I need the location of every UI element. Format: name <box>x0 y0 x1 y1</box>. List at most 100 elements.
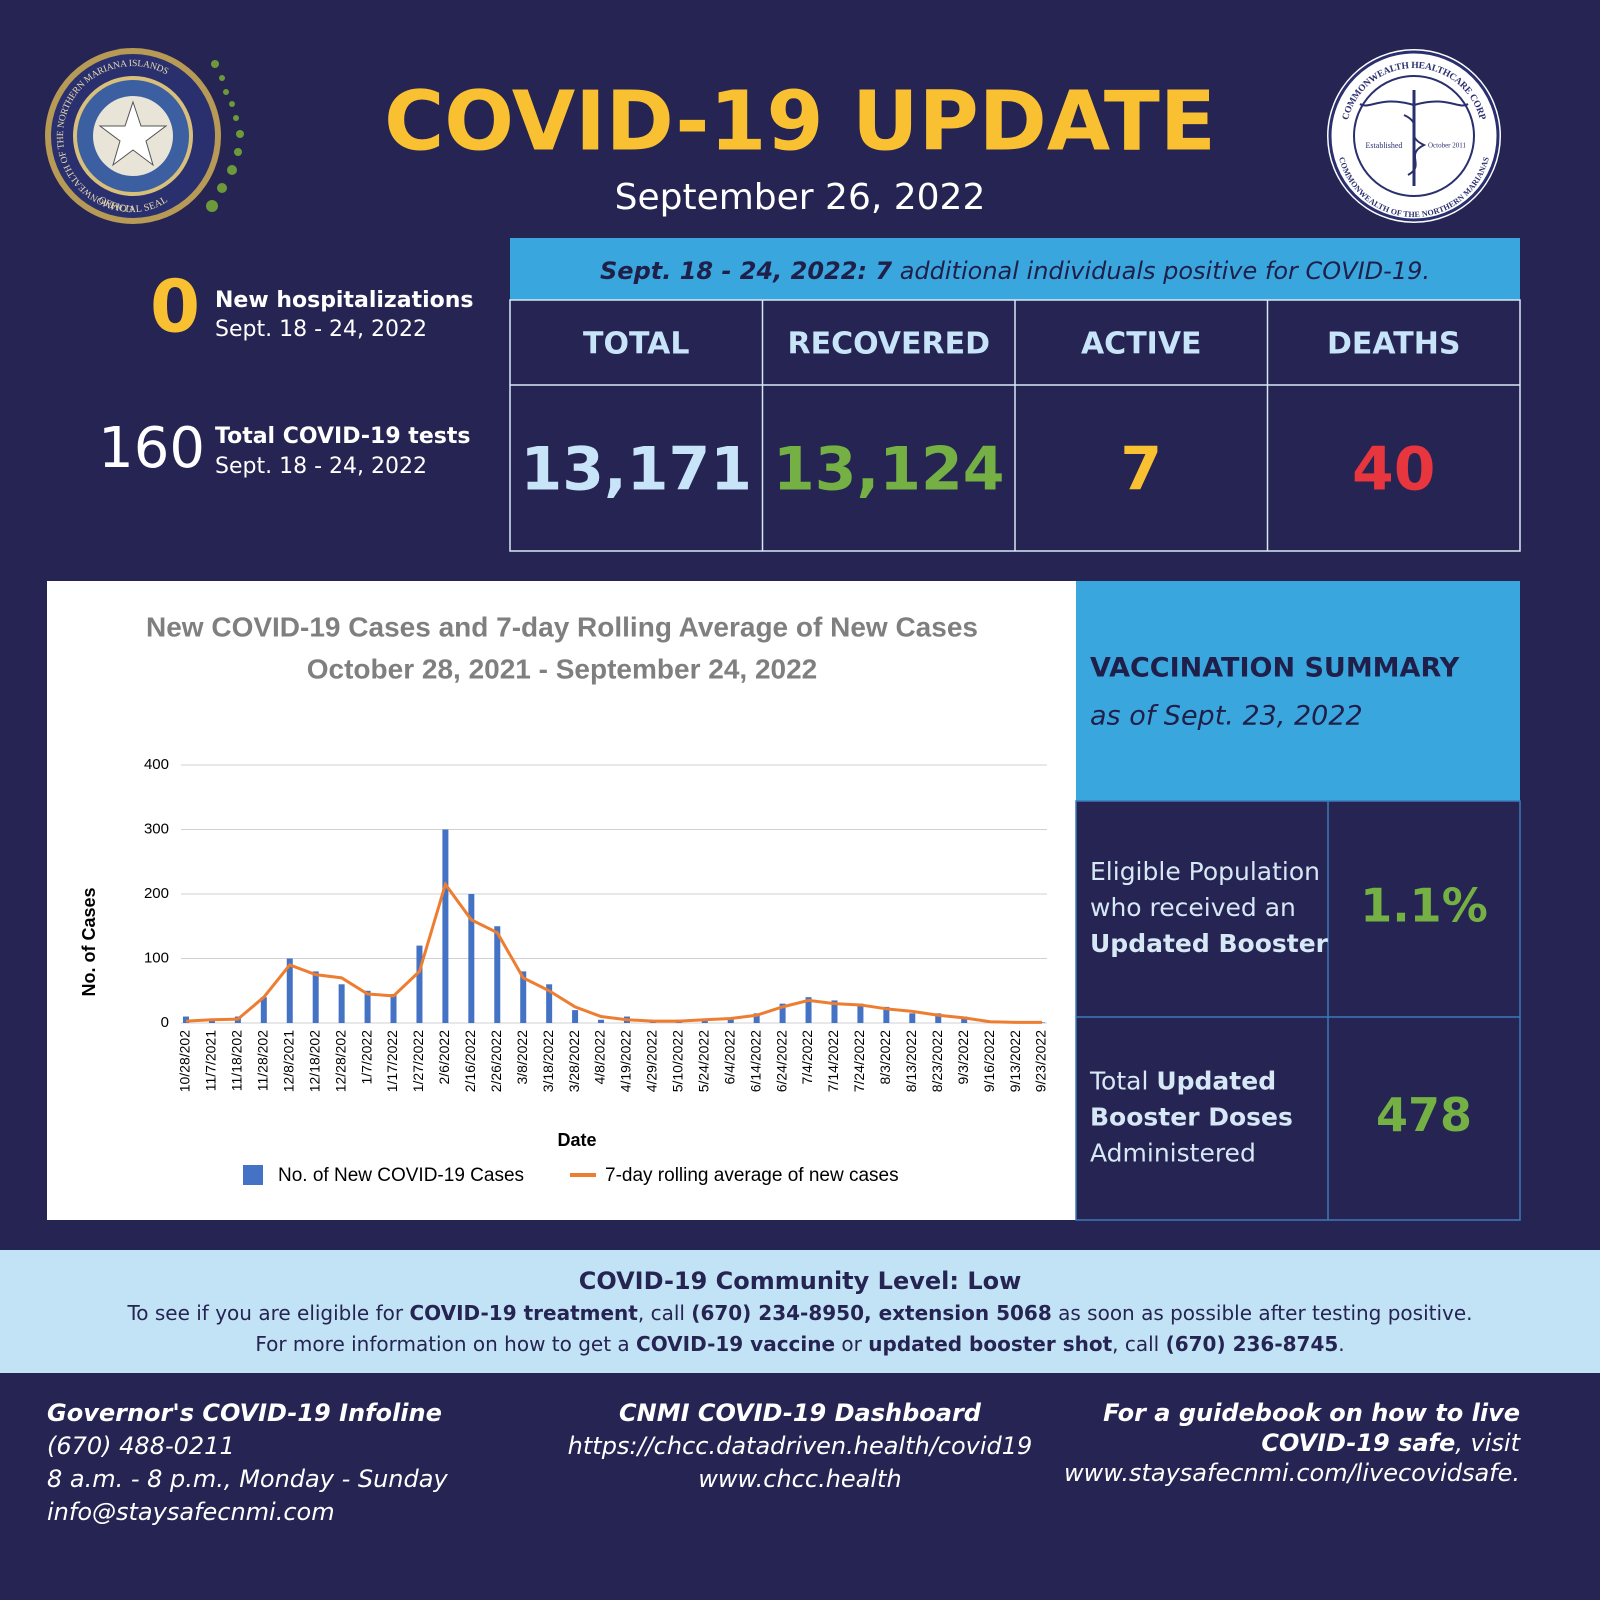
text-run: additional individuals positive for COVI… <box>892 257 1430 285</box>
text-run: or <box>835 1332 868 1356</box>
bar <box>286 958 293 1023</box>
x-tick-label: 8/13/2022 <box>903 1030 919 1092</box>
x-tick-label: 12/28/202 <box>332 1030 348 1092</box>
table-value: 7 <box>1120 435 1162 505</box>
x-tick-label: 4/19/2022 <box>618 1030 634 1092</box>
x-tick-label: 11/28/202 <box>255 1030 271 1091</box>
footer-line: CNMI COVID-19 Dashboard <box>619 1399 982 1427</box>
bar <box>572 1010 579 1023</box>
x-tick-label: 2/26/2022 <box>488 1030 504 1092</box>
text-run: , call <box>638 1301 691 1325</box>
bar <box>935 1013 942 1023</box>
table-value: 13,171 <box>520 435 752 505</box>
seal-established: Established <box>1366 141 1403 150</box>
line <box>185 880 1042 1024</box>
legend-label: 7-day rolling average of new cases <box>605 1165 899 1186</box>
x-tick-label: 7/14/2022 <box>825 1030 841 1092</box>
bar <box>961 1016 968 1023</box>
stat-period: Sept. 18 - 24, 2022 <box>215 454 427 479</box>
stat-value: 0 <box>150 265 200 349</box>
x-tick-label: 5/10/2022 <box>670 1030 686 1092</box>
y-axis-title: No. of Cases <box>79 887 99 996</box>
text-run: , visit <box>1455 1429 1521 1457</box>
x-tick-label: 5/24/2022 <box>695 1030 711 1092</box>
footer-line: For a guidebook on how to live <box>1103 1399 1520 1427</box>
bar <box>442 829 449 1023</box>
x-tick-label: 9/23/2022 <box>1033 1030 1049 1092</box>
vaccination-subtitle: as of Sept. 23, 2022 <box>1090 701 1363 732</box>
y-tick-label: 100 <box>144 949 169 966</box>
stat-value: 160 <box>98 416 205 481</box>
text-run: who received an <box>1090 893 1296 922</box>
x-axis-title: Date <box>557 1130 596 1150</box>
text-run: Booster Doses <box>1090 1103 1293 1132</box>
banner <box>510 238 1520 300</box>
bar <box>753 1013 760 1023</box>
footer-line: www.chcc.health <box>698 1465 901 1493</box>
text-run: (670) 234-8950, extension 5068 <box>691 1301 1051 1325</box>
text-run: COVID-19 vaccine <box>636 1332 835 1356</box>
vaccination-title: VACCINATION SUMMARY <box>1090 653 1460 684</box>
chart-panel <box>47 581 1076 1220</box>
x-tick-label: 12/18/202 <box>306 1030 322 1092</box>
vaccination-label: Eligible Population <box>1090 857 1320 886</box>
community-lines: To see if you are eligible for COVID-19 … <box>126 1301 1472 1356</box>
text-run: Updated Booster <box>1090 929 1329 958</box>
bar <box>364 990 371 1023</box>
bar <box>701 1019 708 1023</box>
table-value: 40 <box>1352 435 1436 505</box>
x-tick-label: 1/27/2022 <box>410 1030 426 1092</box>
text-run: updated booster shot <box>868 1332 1112 1356</box>
summary-table: TOTAL 13,171 RECOVERED 13,124 ACTIVE 7 DEATHS 4… <box>509 299 1521 552</box>
text-run: To see if you are eligible for <box>126 1301 409 1325</box>
text-run: . <box>1338 1332 1344 1356</box>
x-tick-label: 8/23/2022 <box>929 1030 945 1092</box>
vaccination-label: Booster Doses <box>1090 1103 1293 1132</box>
text-run: Governor's COVID-19 Infoline <box>47 1399 442 1427</box>
text-run: Total <box>1089 1067 1156 1096</box>
x-tick-label: 7/4/2022 <box>799 1030 815 1085</box>
x-tick-label: 6/24/2022 <box>773 1030 789 1092</box>
footer-line: 8 a.m. - 8 p.m., Monday - Sunday <box>47 1465 448 1493</box>
footer: Governor's COVID-19 Infoline (670) 488-02… <box>47 1399 1522 1526</box>
community-line: For more information on how to get a COV… <box>255 1332 1344 1356</box>
islands <box>206 60 244 212</box>
bar <box>468 894 475 1023</box>
footer-line: COVID-19 safe, visit <box>1261 1429 1521 1457</box>
x-tick-label: 3/8/2022 <box>514 1030 530 1085</box>
x-tick-label: 10/28/202 <box>177 1030 193 1092</box>
footer-line: info@staysafecnmi.com <box>47 1498 335 1526</box>
x-tick-label: 3/28/2022 <box>566 1030 582 1092</box>
text-run: 8 a.m. - 8 p.m., Monday - Sunday <box>47 1465 448 1493</box>
vaccination-header <box>1076 581 1520 801</box>
bar <box>390 993 397 1023</box>
chart: New COVID-19 Cases and 7-day Rolling Ave… <box>79 611 1049 1186</box>
bar <box>727 1017 734 1023</box>
table-header: TOTAL <box>583 327 689 362</box>
x-tick-label: 2/16/2022 <box>462 1030 478 1092</box>
y-tick-label: 200 <box>144 885 169 902</box>
bar <box>598 1019 605 1023</box>
x-tick-label: 6/4/2022 <box>721 1030 737 1085</box>
text-run: For a guidebook on how to live <box>1103 1399 1520 1427</box>
text-run: CNMI COVID-19 Dashboard <box>619 1399 982 1427</box>
text-run: as soon as possible after testing positi… <box>1052 1301 1473 1325</box>
x-tick-label: 6/14/2022 <box>747 1030 763 1092</box>
table-header: RECOVERED <box>787 327 990 362</box>
seal-inner-ring <box>1353 75 1475 197</box>
x-tick-label: 3/18/2022 <box>540 1030 556 1092</box>
x-tick-label: 11/18/202 <box>229 1030 245 1091</box>
seal-left: COMMONWEALTH OF THE NORTHERN MARIANA ISL… <box>45 48 244 224</box>
text-run: For more information on how to get a <box>255 1332 636 1356</box>
legend-label: No. of New COVID-19 Cases <box>278 1165 524 1186</box>
page-title: COVID-19 UPDATE <box>384 74 1216 169</box>
text-run: , call <box>1112 1332 1165 1356</box>
x-tick-label: 4/8/2022 <box>592 1030 608 1085</box>
text-run: info@staysafecnmi.com <box>47 1498 335 1526</box>
table-header: DEATHS <box>1327 327 1460 362</box>
chart-subtitle: October 28, 2021 - September 24, 2022 <box>307 653 818 684</box>
text-run: (670) 236-8745 <box>1166 1332 1339 1356</box>
x-tick-label: 9/16/2022 <box>981 1030 997 1092</box>
text-run: (670) 488-0211 <box>47 1432 235 1460</box>
stat-period: Sept. 18 - 24, 2022 <box>215 317 427 342</box>
